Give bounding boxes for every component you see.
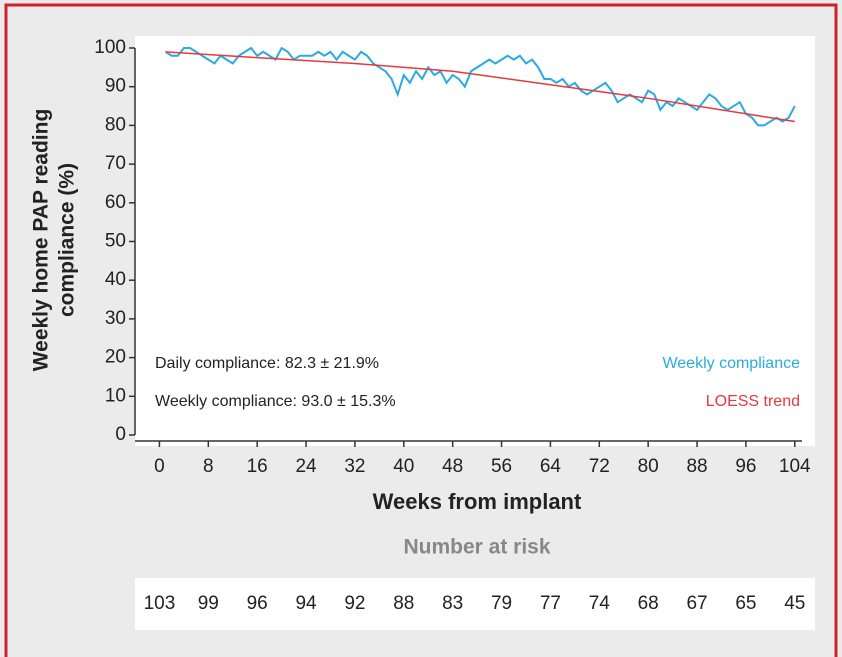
risk-count: 45 [784, 593, 805, 614]
risk-count: 96 [247, 593, 268, 614]
x-tick-label: 16 [247, 456, 268, 477]
x-tick-label: 8 [203, 456, 214, 477]
risk-count: 68 [638, 593, 659, 614]
x-tick-label: 64 [540, 456, 562, 477]
x-tick-label: 56 [491, 456, 512, 477]
y-tick-label: 20 [105, 347, 126, 368]
x-tick-label: 104 [779, 456, 811, 477]
risk-count: 88 [393, 593, 414, 614]
y-tick-label: 80 [105, 114, 126, 135]
risk-count: 103 [144, 593, 176, 614]
annotation: Daily compliance: 82.3 ± 21.9% [155, 355, 379, 372]
x-tick-label: 40 [393, 456, 414, 477]
risk-count: 67 [686, 593, 707, 614]
x-tick-label: 0 [154, 456, 165, 477]
x-tick-label: 96 [735, 456, 756, 477]
risk-count: 74 [589, 593, 611, 614]
x-tick-label: 80 [638, 456, 659, 477]
x-tick-label: 72 [589, 456, 610, 477]
y-tick-label: 0 [115, 424, 126, 445]
risk-title: Number at risk [403, 536, 550, 559]
legend-entry: LOESS trend [706, 393, 800, 410]
risk-count: 94 [295, 593, 317, 614]
annotation: Weekly compliance: 93.0 ± 15.3% [155, 393, 396, 410]
risk-count: 65 [735, 593, 756, 614]
y-tick-label: 70 [105, 153, 126, 174]
x-tick-label: 48 [442, 456, 463, 477]
y-label: Weekly home PAP reading [30, 109, 53, 372]
x-tick-label: 32 [344, 456, 365, 477]
y-label: compliance (%) [56, 163, 79, 317]
legend-entry: Weekly compliance [662, 355, 800, 372]
risk-panel [135, 578, 815, 630]
risk-count: 92 [344, 593, 365, 614]
series-line [165, 51, 795, 123]
x-tick-label: 24 [295, 456, 317, 477]
y-tick-label: 60 [105, 192, 126, 213]
risk-count: 79 [491, 593, 512, 614]
x-label: Weeks from implant [373, 489, 582, 514]
risk-count: 99 [198, 593, 219, 614]
risk-count: 77 [540, 593, 561, 614]
risk-count: 83 [442, 593, 463, 614]
y-tick-label: 40 [105, 269, 126, 290]
y-tick-label: 10 [105, 385, 126, 406]
y-tick-label: 50 [105, 231, 126, 252]
y-tick-label: 30 [105, 308, 126, 329]
y-tick-label: 90 [105, 76, 126, 97]
x-tick-label: 88 [686, 456, 707, 477]
frame [4, 3, 838, 657]
y-tick-label: 100 [94, 37, 126, 58]
